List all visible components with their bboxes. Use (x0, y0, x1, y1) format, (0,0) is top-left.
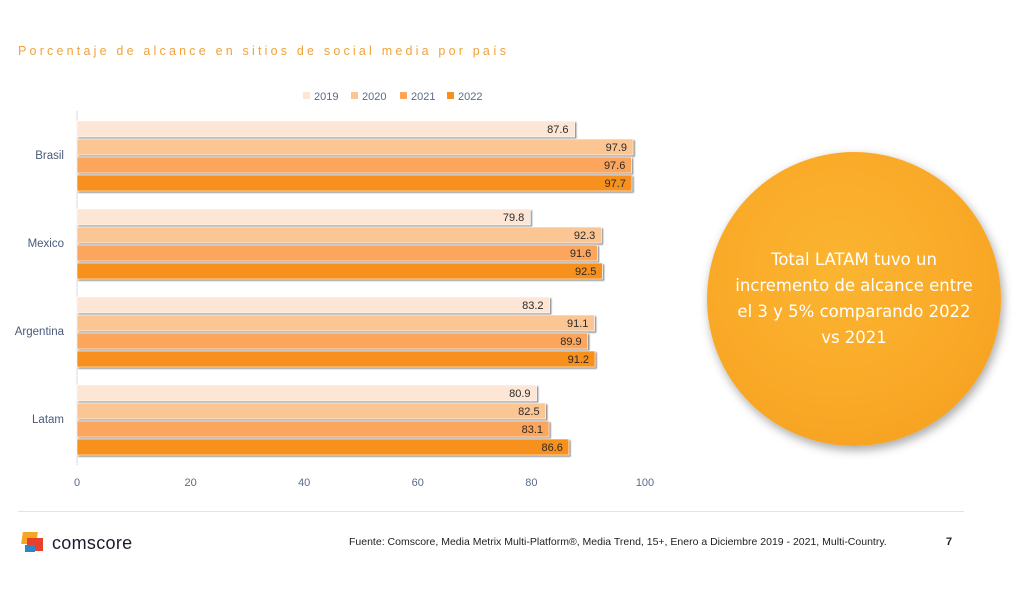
source-note: Fuente: Comscore, Media Metrix Multi-Pla… (349, 536, 887, 548)
legend-swatch-2021 (400, 92, 407, 99)
bar-mexico-2022 (76, 262, 603, 280)
x-tick-label-20: 20 (184, 477, 196, 489)
data-label-argentina-2021: 89.9 (560, 336, 581, 348)
bar-mexico-2021 (76, 244, 598, 262)
bar-brasil-2019 (76, 120, 575, 138)
chart-title: Porcentaje de alcance en sitios de socia… (18, 44, 510, 58)
bar-mexico-2020 (76, 226, 602, 244)
bar-argentina-2020 (76, 314, 595, 332)
legend-swatch-2020 (351, 92, 358, 99)
data-label-brasil-2019: 87.6 (547, 124, 568, 136)
x-tick-label-100: 100 (636, 477, 654, 489)
category-label-latam: Latam (32, 414, 64, 426)
data-label-mexico-2019: 79.8 (503, 212, 524, 224)
brand-name: comscore (52, 532, 133, 553)
bar-latam-2019 (76, 384, 537, 402)
bar-argentina-2022 (76, 350, 596, 368)
category-label-brasil: Brasil (35, 150, 64, 162)
bar-brasil-2022 (76, 174, 633, 192)
bar-chart: 0204060801001202019202020212022Brasil87.… (15, 91, 654, 489)
data-label-latam-2021: 83.1 (522, 424, 543, 436)
data-label-argentina-2020: 91.1 (567, 318, 588, 330)
legend-swatch-2022 (447, 92, 454, 99)
data-label-brasil-2020: 97.9 (606, 142, 627, 154)
legend-label-2020: 2020 (362, 91, 386, 103)
data-label-latam-2020: 82.5 (518, 406, 539, 418)
category-label-mexico: Mexico (28, 238, 64, 250)
bar-brasil-2020 (76, 138, 634, 156)
footer-divider (18, 511, 964, 512)
legend-label-2019: 2019 (314, 91, 338, 103)
bar-argentina-2021 (76, 332, 588, 350)
page-number: 7 (946, 536, 953, 548)
bar-argentina-2019 (76, 296, 550, 314)
bar-latam-2022 (76, 438, 570, 456)
legend-label-2021: 2021 (411, 91, 435, 103)
data-label-argentina-2019: 83.2 (522, 300, 543, 312)
x-tick-label-80: 80 (525, 477, 537, 489)
callout-bubble: Total LATAM tuvo un incremento de alcanc… (707, 152, 1001, 446)
x-tick-label-0: 0 (74, 477, 80, 489)
data-label-mexico-2020: 92.3 (574, 230, 595, 242)
category-label-argentina: Argentina (15, 326, 65, 338)
data-label-mexico-2021: 91.6 (570, 248, 591, 260)
data-label-latam-2019: 80.9 (509, 388, 530, 400)
callout-text: Total LATAM tuvo un incremento de alcanc… (735, 250, 973, 347)
comscore-logo-icon (21, 532, 46, 554)
bar-mexico-2019 (76, 208, 531, 226)
x-tick-label-40: 40 (298, 477, 310, 489)
data-label-latam-2022: 86.6 (541, 442, 562, 454)
legend-label-2022: 2022 (458, 91, 482, 103)
comscore-logo: comscore (21, 532, 133, 554)
x-tick-label-60: 60 (412, 477, 424, 489)
data-label-brasil-2022: 97.7 (605, 178, 626, 190)
legend-swatch-2019 (303, 92, 310, 99)
data-label-argentina-2022: 91.2 (568, 354, 589, 366)
bar-latam-2020 (76, 402, 546, 420)
bar-latam-2021 (76, 420, 550, 438)
bar-brasil-2021 (76, 156, 632, 174)
data-label-brasil-2021: 97.6 (604, 160, 625, 172)
data-label-mexico-2022: 92.5 (575, 266, 596, 278)
